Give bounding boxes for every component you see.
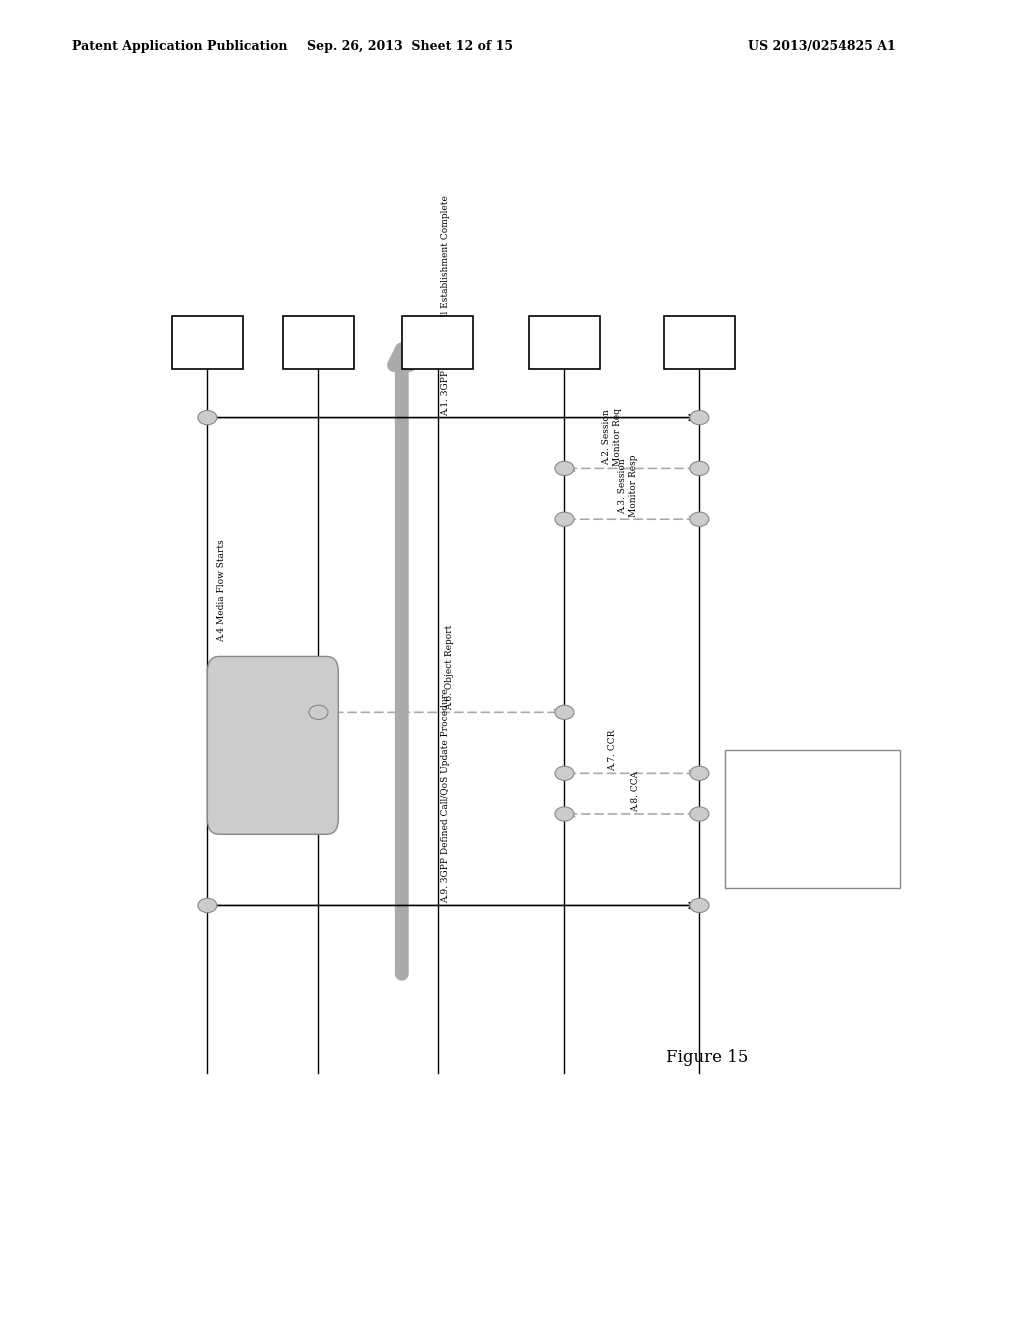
Ellipse shape bbox=[555, 705, 574, 719]
Text: PCRF: PCRF bbox=[684, 338, 715, 347]
Text: A.1. 3GPP Defined Call Establishment Complete: A.1. 3GPP Defined Call Establishment Com… bbox=[441, 194, 450, 416]
Ellipse shape bbox=[555, 766, 574, 780]
Ellipse shape bbox=[690, 807, 709, 821]
Text: A.2. Session
Monitor Req: A.2. Session Monitor Req bbox=[602, 408, 622, 466]
FancyBboxPatch shape bbox=[207, 656, 338, 834]
FancyBboxPatch shape bbox=[665, 315, 734, 368]
FancyBboxPatch shape bbox=[529, 315, 600, 368]
Text: Existing in 3GPP: Existing in 3GPP bbox=[768, 784, 840, 793]
Text: Figure 15: Figure 15 bbox=[667, 1049, 749, 1067]
FancyBboxPatch shape bbox=[172, 315, 243, 368]
Text: Browsing
GW: Browsing GW bbox=[540, 333, 590, 352]
Text: A.4 Media Flow Starts: A.4 Media Flow Starts bbox=[217, 539, 226, 642]
Text: New/Modified Flows: New/Modified Flows bbox=[768, 843, 856, 853]
Ellipse shape bbox=[198, 411, 217, 425]
Ellipse shape bbox=[555, 807, 574, 821]
Text: S-GW: S-GW bbox=[303, 338, 334, 347]
Text: A.8. CCA: A.8. CCA bbox=[632, 771, 640, 812]
Ellipse shape bbox=[690, 461, 709, 475]
Ellipse shape bbox=[309, 705, 328, 719]
Ellipse shape bbox=[690, 411, 709, 425]
Ellipse shape bbox=[690, 766, 709, 780]
Text: US 2013/0254825 A1: US 2013/0254825 A1 bbox=[748, 40, 895, 53]
Ellipse shape bbox=[690, 512, 709, 527]
Text: A.3. Session
Monitor Resp: A.3. Session Monitor Resp bbox=[618, 454, 638, 517]
Text: Patent Application Publication: Patent Application Publication bbox=[72, 40, 287, 53]
Ellipse shape bbox=[198, 899, 217, 912]
Ellipse shape bbox=[555, 461, 574, 475]
FancyBboxPatch shape bbox=[402, 315, 473, 368]
Ellipse shape bbox=[555, 512, 574, 527]
Text: UE: UE bbox=[200, 338, 215, 347]
Ellipse shape bbox=[690, 899, 709, 912]
Text: A.6. Object Report: A.6. Object Report bbox=[444, 624, 454, 710]
FancyBboxPatch shape bbox=[284, 315, 353, 368]
Text: Sep. 26, 2013  Sheet 12 of 15: Sep. 26, 2013 Sheet 12 of 15 bbox=[306, 40, 513, 53]
Text: A.5 User selects the
preferred Objects: A.5 User selects the preferred Objects bbox=[264, 704, 282, 788]
Text: A.9. 3GPP Defined Call/QoS Update Procedure: A.9. 3GPP Defined Call/QoS Update Proced… bbox=[441, 689, 450, 903]
FancyBboxPatch shape bbox=[725, 750, 900, 888]
Text: A.7. CCR: A.7. CCR bbox=[607, 730, 616, 771]
Text: P-GW: P-GW bbox=[423, 338, 452, 347]
